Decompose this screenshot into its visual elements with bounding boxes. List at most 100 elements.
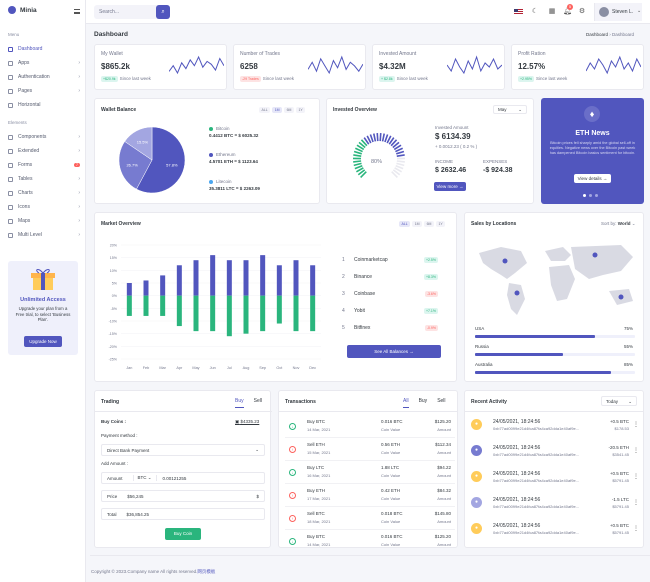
activity-filter-select[interactable]: Today ⌄: [601, 396, 637, 406]
search-button[interactable]: ⌕: [156, 5, 170, 19]
bar-loss[interactable]: [143, 295, 149, 316]
tab-sell[interactable]: Sell: [253, 398, 262, 404]
view-more-button[interactable]: View more →: [434, 182, 466, 191]
total-input[interactable]: $36,854.25: [126, 511, 150, 517]
activity-row[interactable]: ● 24/05/2021, 18:24:56 0xb77ad0099e21d4fca…: [471, 441, 639, 464]
transaction-row[interactable]: ↓ Buy BTC 14 Mar, 2021 0.016 BTC $125.20 Coin…: [285, 416, 455, 438]
carousel-dot[interactable]: [589, 194, 592, 197]
range-tab-all[interactable]: ALL: [259, 107, 271, 113]
activity-row[interactable]: ● 24/05/2021, 18:24:56 0xb77ad0099e21d4fca…: [471, 415, 639, 438]
bar-profit[interactable]: [210, 255, 216, 296]
tab-all[interactable]: All: [403, 398, 409, 408]
more-vertical-icon[interactable]: ⋮: [633, 474, 639, 480]
bar-profit[interactable]: [126, 283, 132, 296]
bar-profit[interactable]: [160, 275, 166, 296]
range-tab-all[interactable]: ALL: [399, 221, 411, 227]
sidebar-item-components[interactable]: Components ›: [8, 132, 80, 142]
pie-slice-litecoin[interactable]: [124, 126, 153, 161]
tab-buy[interactable]: Buy: [235, 398, 244, 408]
bar-profit[interactable]: [310, 265, 316, 296]
carousel-dot[interactable]: [595, 194, 598, 197]
sidebar-item-charts[interactable]: Charts ›: [8, 188, 80, 198]
buy-coin-button[interactable]: Buy Coin: [165, 528, 201, 540]
bar-loss[interactable]: [260, 295, 266, 332]
sidebar-item-apps[interactable]: Apps ›: [8, 58, 80, 68]
transaction-row[interactable]: ↓ Buy BTC 14 Mar, 2021 0.016 BTC $125.20 Coin…: [285, 531, 455, 547]
range-tab-1y[interactable]: 1Y: [435, 221, 446, 227]
month-select[interactable]: May ⌄: [493, 105, 527, 114]
activity-row[interactable]: ● 24/05/2021, 18:24:56 0xb77ad0099e21d4fca…: [471, 467, 639, 490]
bar-loss[interactable]: [293, 295, 299, 332]
sidebar-item-maps[interactable]: Maps ›: [8, 216, 80, 226]
sidebar-item-extended[interactable]: Extended ›: [8, 146, 80, 156]
moon-icon[interactable]: ☾: [531, 8, 539, 15]
exchange-row[interactable]: 5 Bitfinex -0.9%: [342, 323, 440, 333]
wallet-balance-link[interactable]: ▣ $4335.23: [235, 419, 259, 425]
see-all-balances-button[interactable]: See All Balances →: [347, 345, 441, 358]
exchange-row[interactable]: 1 Coinmarketcap +2.5%: [342, 255, 440, 265]
exchange-row[interactable]: 2 Binance +8.3%: [342, 272, 440, 282]
range-tab-1m[interactable]: 1M: [272, 107, 283, 113]
menu-toggle-icon[interactable]: [74, 9, 80, 14]
exchange-row[interactable]: 4 Yobit +7.1%: [342, 306, 440, 316]
currency-select[interactable]: BTC ⌄: [132, 475, 157, 481]
amount-input[interactable]: 0.00121255: [162, 475, 187, 481]
bar-loss[interactable]: [176, 295, 182, 327]
tab-buy[interactable]: Buy: [418, 398, 428, 404]
transaction-row[interactable]: ↑ Buy ETH 17 Mar, 2021 0.42 ETH $84.32 Coin V…: [285, 485, 455, 507]
settings-gear-icon[interactable]: ⚙: [578, 8, 586, 15]
breadcrumb-root[interactable]: Dashboard: [586, 32, 609, 37]
bar-loss[interactable]: [310, 295, 316, 332]
sidebar-item-forms[interactable]: Forms 7: [8, 160, 80, 170]
bar-profit[interactable]: [193, 260, 199, 296]
sidebar-item-dashboard[interactable]: Dashboard: [8, 44, 80, 54]
carousel-dot[interactable]: [583, 194, 586, 197]
app-logo[interactable]: Minia: [8, 6, 37, 14]
sidebar-item-pages[interactable]: Pages ›: [8, 86, 80, 96]
us-flag-icon[interactable]: [514, 9, 523, 15]
price-input[interactable]: $56,245: [127, 493, 144, 499]
sidebar-item-tables[interactable]: Tables ›: [8, 174, 80, 184]
sort-by-select[interactable]: Sort by: World ⌄: [601, 221, 636, 226]
transaction-row[interactable]: ↓ Buy LTC 16 Mar, 2021 1.88 LTC $94.22 Coin V…: [285, 462, 455, 484]
apps-grid-icon[interactable]: ▦: [548, 8, 556, 15]
bar-profit[interactable]: [243, 260, 249, 296]
range-tab-6m[interactable]: 6M: [424, 221, 434, 227]
bar-loss[interactable]: [160, 295, 166, 316]
bar-profit[interactable]: [260, 255, 266, 296]
bar-loss[interactable]: [226, 295, 232, 337]
transaction-row[interactable]: ↑ Sell BTC 18 Mar, 2021 0.018 BTC $145.80 Coi…: [285, 508, 455, 530]
user-menu[interactable]: Steven L. ⌄: [594, 3, 642, 21]
activity-row[interactable]: ● 24/05/2021, 18:24:56 0xb77ad0099e21d4fca…: [471, 493, 639, 516]
bar-loss[interactable]: [243, 295, 249, 334]
range-tab-1m[interactable]: 1M: [412, 221, 423, 227]
sidebar-item-authentication[interactable]: Authentication ›: [8, 72, 80, 82]
range-tab-6m[interactable]: 6M: [284, 107, 294, 113]
search-input[interactable]: Search...: [94, 5, 170, 19]
pie-slice-ethereum[interactable]: [118, 141, 153, 190]
exchange-row[interactable]: 3 Coinbase -3.6%: [342, 289, 440, 299]
bar-profit[interactable]: [226, 260, 232, 296]
range-tab-1y[interactable]: 1Y: [295, 107, 306, 113]
bar-loss[interactable]: [276, 295, 282, 324]
more-vertical-icon[interactable]: ⋮: [633, 448, 639, 454]
upgrade-now-button[interactable]: Upgrade Now: [24, 336, 62, 347]
transaction-row[interactable]: ↑ Sell ETH 15 Mar, 2021 0.56 ETH $112.34 Coin…: [285, 439, 455, 461]
bar-profit[interactable]: [176, 265, 182, 296]
bar-loss[interactable]: [193, 295, 199, 332]
view-details-button[interactable]: View details →: [574, 174, 611, 183]
bar-profit[interactable]: [143, 280, 149, 296]
payment-method-select[interactable]: Direct Bank Payment ⌄: [101, 444, 265, 456]
bell-icon[interactable]: 🔔︎: [563, 8, 572, 15]
sidebar-item-icons[interactable]: Icons ›: [8, 202, 80, 212]
sidebar-item-horizontal[interactable]: Horizontal: [8, 100, 80, 110]
footer-link[interactable]: 网页模板: [197, 569, 216, 574]
more-vertical-icon[interactable]: ⋮: [633, 422, 639, 428]
bar-profit[interactable]: [293, 260, 299, 296]
more-vertical-icon[interactable]: ⋮: [633, 500, 639, 506]
bar-loss[interactable]: [126, 295, 132, 316]
bar-loss[interactable]: [210, 295, 216, 332]
tab-sell[interactable]: Sell: [437, 398, 446, 404]
pie-slice-bitcoin[interactable]: [136, 126, 186, 194]
more-vertical-icon[interactable]: ⋮: [633, 526, 639, 532]
